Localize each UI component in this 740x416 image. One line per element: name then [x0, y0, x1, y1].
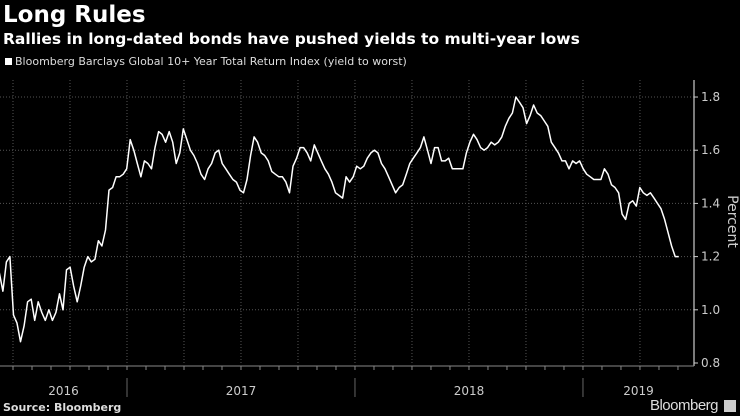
legend: Bloomberg Barclays Global 10+ Year Total…	[5, 55, 407, 68]
x-year-label: 2019	[623, 384, 654, 398]
legend-label: Bloomberg Barclays Global 10+ Year Total…	[15, 55, 407, 68]
x-year-label: 2018	[454, 384, 485, 398]
series-line	[0, 96, 679, 343]
y-tick-label: 1.6	[701, 143, 720, 157]
y-tick-label: 1.8	[701, 90, 720, 104]
y-tick-label: 1.0	[701, 303, 720, 317]
bloomberg-chart-icon	[724, 400, 736, 412]
source-note: Source: Bloomberg	[3, 401, 122, 414]
x-year-label: 2016	[48, 384, 79, 398]
y-axis-label: Percent	[724, 195, 740, 248]
y-tick-label: 0.8	[701, 356, 720, 370]
bloomberg-logo: Bloomberg	[649, 397, 719, 414]
chart-title: Long Rules	[3, 2, 146, 28]
x-year-label: 2017	[226, 384, 257, 398]
y-tick-label: 1.2	[701, 250, 720, 264]
legend-swatch	[5, 58, 12, 65]
chart-subtitle: Rallies in long-dated bonds have pushed …	[3, 30, 580, 48]
y-tick-label: 1.4	[701, 196, 720, 210]
